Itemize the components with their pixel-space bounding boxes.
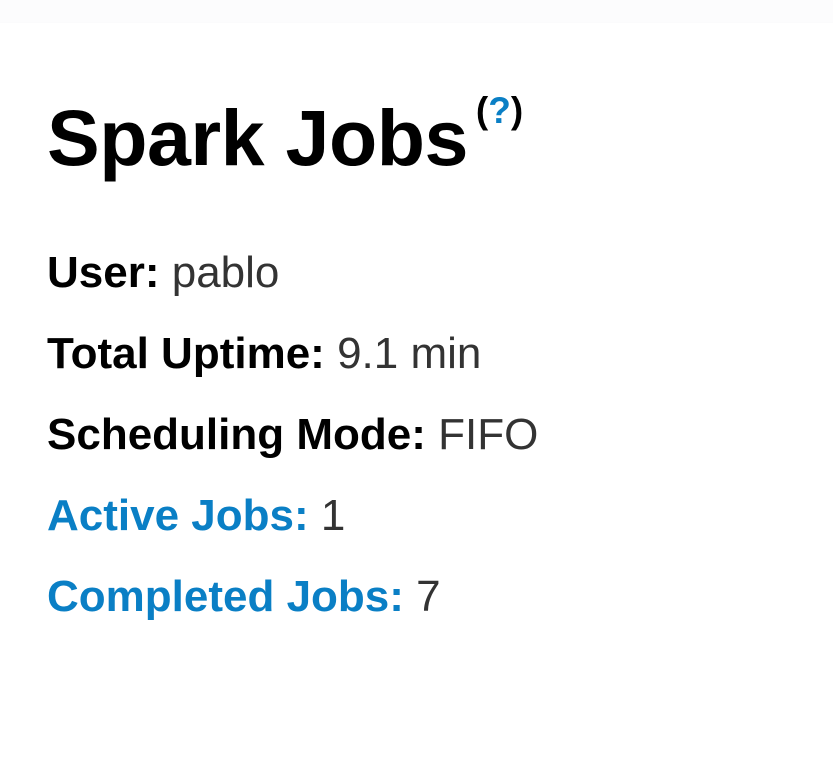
summary-label-scheduling-mode: Scheduling Mode: bbox=[47, 410, 426, 459]
top-navbar-strip bbox=[0, 0, 833, 23]
summary-value-completed-jobs: 7 bbox=[416, 572, 441, 621]
summary-link-active-jobs[interactable]: Active Jobs: bbox=[47, 491, 309, 540]
summary-value-total-uptime: 9.1 min bbox=[337, 329, 482, 378]
page-title-text: Spark Jobs bbox=[47, 93, 468, 182]
summary-label-user: User: bbox=[47, 248, 160, 297]
summary-link-completed-jobs[interactable]: Completed Jobs: bbox=[47, 572, 404, 621]
job-summary-list: User: pablo Total Uptime: 9.1 min Schedu… bbox=[47, 177, 833, 637]
page-title: Spark Jobs (?) bbox=[47, 0, 833, 177]
summary-item-user: User: pablo bbox=[47, 232, 833, 313]
summary-label-total-uptime: Total Uptime: bbox=[47, 329, 325, 378]
summary-value-user: pablo bbox=[171, 248, 280, 297]
summary-item-active-jobs: Active Jobs: 1 bbox=[47, 475, 833, 556]
summary-item-scheduling-mode: Scheduling Mode: FIFO bbox=[47, 394, 833, 475]
help-open-paren: ( bbox=[475, 90, 489, 131]
question-mark-help-link-icon[interactable]: ? bbox=[488, 90, 511, 131]
help-close-paren: ) bbox=[510, 90, 524, 131]
summary-value-scheduling-mode: FIFO bbox=[438, 410, 539, 459]
summary-item-total-uptime: Total Uptime: 9.1 min bbox=[47, 313, 833, 394]
summary-value-active-jobs: 1 bbox=[320, 491, 346, 540]
help-parenthetical: (?) bbox=[476, 90, 523, 131]
page-content: Spark Jobs (?) User: pablo Total Uptime: … bbox=[47, 0, 833, 637]
summary-item-completed-jobs: Completed Jobs: 7 bbox=[47, 556, 833, 637]
